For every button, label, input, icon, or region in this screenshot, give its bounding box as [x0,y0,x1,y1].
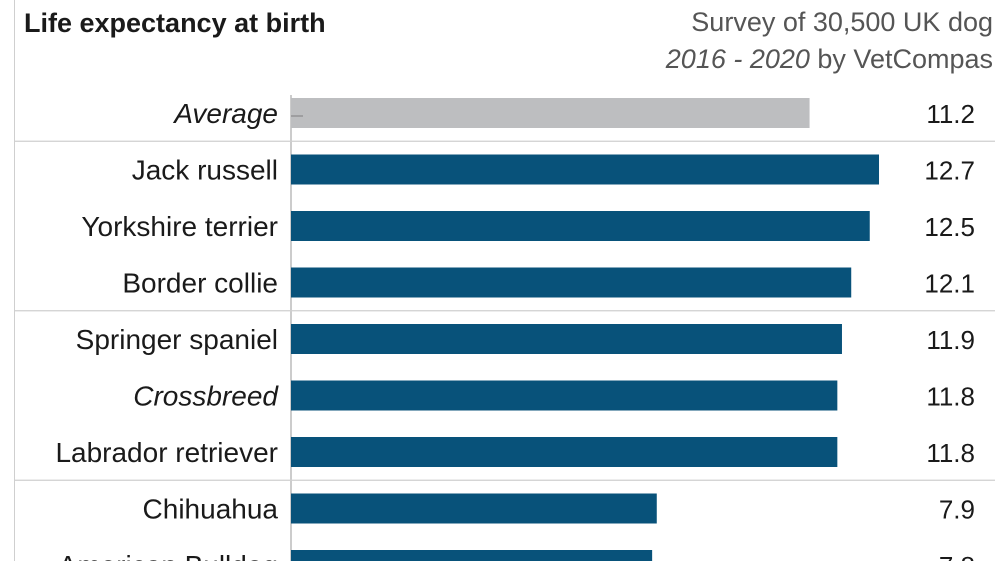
source-line-1: Survey of 30,500 UK dog [691,7,993,37]
bar-labrador-retriever [291,437,838,467]
value-label: 11.8 [926,382,975,412]
category-label: Jack russell [132,155,278,186]
value-label: 11.8 [926,438,975,468]
source-years: 2016 - 2020 [665,44,810,74]
value-label: 7.8 [939,551,975,561]
source-by: by VetCompas [809,44,993,74]
bar-crossbreed [291,380,838,411]
category-label: Average [172,98,278,129]
value-label: 12.5 [924,212,975,242]
bar-american-bulldog [291,550,653,561]
category-label: Springer spaniel [76,324,278,355]
source-line-2: 2016 - 2020 by VetCompas [666,41,993,78]
value-label: 7.9 [939,495,975,525]
category-label: Border collie [122,268,278,299]
bar-border-collie [291,267,852,298]
bar-yorkshire-terrier [291,211,870,241]
category-label: Crossbreed [133,381,279,412]
bar-average [291,98,810,128]
category-label: Yorkshire terrier [81,211,278,242]
value-label: 11.9 [926,325,975,355]
value-label: 12.1 [924,269,975,299]
left-border-rule [14,0,15,561]
bar-springer-spaniel [291,324,842,354]
category-label: Labrador retriever [55,437,278,468]
chart-title: Life expectancy at birth [24,8,326,38]
bar-chihuahua [291,493,657,524]
category-label: American Bulldog [59,550,278,561]
value-label: 12.7 [924,156,975,186]
value-label: 11.2 [926,99,975,129]
bar-jack-russell [291,154,880,185]
source-note: Survey of 30,500 UK dog 2016 - 2020 by V… [666,4,993,78]
category-label: Chihuahua [143,494,279,525]
